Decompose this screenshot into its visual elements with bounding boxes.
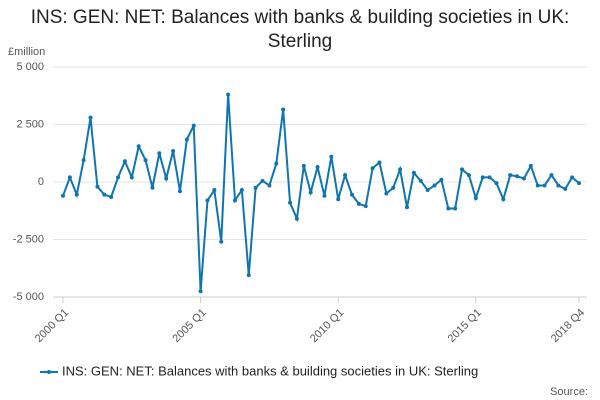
point [177, 189, 182, 194]
x-tick-label: 2018 Q4 [549, 307, 587, 345]
point [356, 201, 361, 206]
y-unit-label: £million [8, 46, 45, 58]
point [205, 198, 210, 203]
y-tick-label: 5 000 [16, 61, 44, 73]
point [253, 185, 258, 190]
chart-title: INS: GEN: NET: Balances with banks & bui… [30, 7, 570, 52]
series-line [62, 94, 580, 292]
point [494, 181, 499, 186]
point [398, 167, 403, 172]
point [425, 188, 430, 193]
point [219, 239, 224, 244]
point [164, 176, 169, 181]
point [508, 173, 513, 178]
y-tick-label: -5 000 [13, 291, 44, 303]
point [535, 183, 540, 188]
point [487, 175, 492, 180]
point [288, 200, 293, 205]
point [370, 166, 375, 171]
point [81, 158, 86, 163]
point [267, 183, 272, 188]
point [329, 154, 334, 159]
point [122, 159, 127, 164]
point [446, 206, 451, 211]
point [226, 92, 231, 97]
point [405, 205, 409, 210]
point [528, 163, 533, 168]
point [549, 173, 554, 178]
point [521, 176, 526, 181]
point [95, 184, 100, 189]
point [501, 197, 506, 202]
point [411, 170, 416, 175]
point [274, 161, 279, 166]
point [384, 191, 389, 196]
point [109, 194, 114, 199]
point [570, 175, 575, 180]
point [281, 107, 286, 112]
point [343, 173, 348, 178]
x-tick-label: 2015 Q1 [446, 307, 484, 345]
point [556, 183, 561, 188]
point [315, 165, 320, 170]
point [212, 188, 217, 193]
point [129, 175, 134, 180]
y-tick-label: 0 [38, 176, 44, 188]
point [473, 196, 478, 201]
point [294, 216, 299, 221]
point [116, 175, 121, 180]
point [563, 186, 568, 191]
point [460, 167, 465, 172]
x-tick-label: 2010 Q1 [308, 307, 346, 345]
point [233, 198, 237, 203]
point [322, 193, 327, 198]
point [301, 163, 306, 168]
point [349, 192, 354, 197]
point [308, 190, 313, 195]
point [171, 148, 176, 153]
source-label: Source: [550, 386, 588, 398]
point [61, 193, 65, 198]
point [136, 144, 141, 149]
point [246, 273, 251, 278]
point [515, 174, 520, 179]
point [480, 175, 485, 180]
point [239, 188, 244, 193]
x-tick-label: 2000 Q1 [33, 307, 71, 345]
y-tick-label: 2 500 [16, 118, 44, 130]
point [336, 197, 341, 202]
point [143, 158, 148, 163]
x-tick-label: 2005 Q1 [170, 307, 208, 345]
point [184, 137, 189, 142]
point [260, 178, 265, 183]
legend-marker [47, 370, 51, 374]
point [466, 173, 471, 178]
point [191, 123, 196, 128]
point [377, 160, 382, 165]
y-tick-label: -2 500 [13, 233, 44, 245]
point [157, 151, 162, 156]
point [418, 178, 423, 183]
point [439, 177, 444, 182]
point [102, 192, 107, 197]
point [432, 183, 437, 188]
point [198, 289, 203, 294]
point [391, 185, 396, 190]
legend-label: INS: GEN: NET: Balances with banks & bui… [62, 363, 478, 378]
point [74, 192, 79, 197]
point [542, 183, 547, 188]
point [150, 185, 155, 190]
point [453, 206, 458, 211]
point [363, 204, 368, 209]
point [88, 115, 93, 120]
point [577, 181, 581, 186]
point [67, 175, 72, 180]
